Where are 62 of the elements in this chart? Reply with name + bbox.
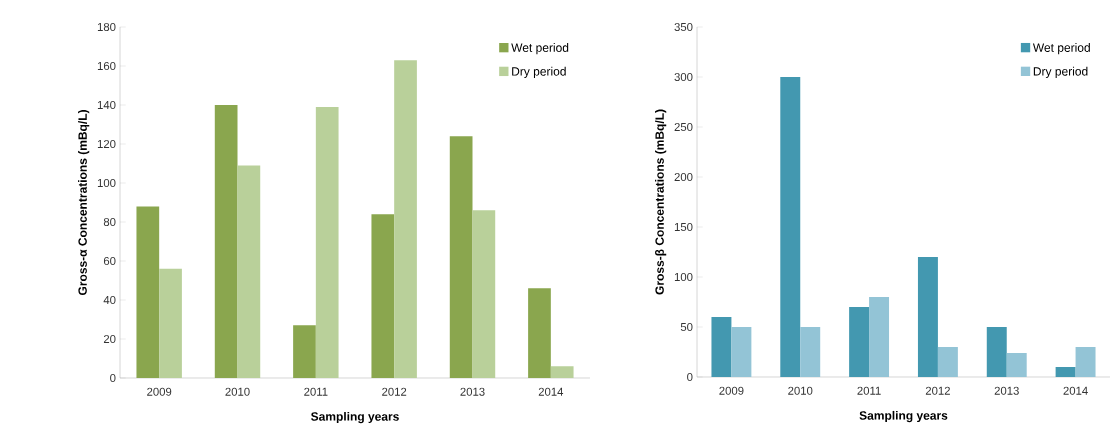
x-axis-title: Sampling years <box>859 410 948 423</box>
bar <box>136 206 160 378</box>
bar <box>937 346 958 377</box>
bar <box>711 316 732 377</box>
y-tick-label: 60 <box>103 256 116 265</box>
y-tick-label: 180 <box>97 22 116 31</box>
bar <box>800 326 821 377</box>
bar <box>1055 366 1076 377</box>
bar <box>1006 352 1027 377</box>
x-tick-label: 2010 <box>788 386 813 395</box>
x-tick-label: 2013 <box>460 387 485 396</box>
y-tick-label: 160 <box>97 61 116 70</box>
bar <box>849 306 870 377</box>
y-tick-label: 120 <box>97 139 116 148</box>
x-axis-title: Sampling years <box>311 411 399 424</box>
bar <box>159 268 182 378</box>
y-tick-label: 140 <box>97 100 116 109</box>
bar <box>550 366 574 378</box>
y-tick-label: 40 <box>103 295 116 304</box>
y-tick-label: 200 <box>674 172 693 181</box>
x-tick-label: 2012 <box>925 386 950 395</box>
x-tick-label: 2013 <box>994 386 1019 395</box>
legend-label: Dry period <box>512 66 566 79</box>
legend-label: Dry period <box>1033 66 1088 78</box>
bar <box>293 325 316 378</box>
x-tick-label: 2014 <box>1063 386 1088 395</box>
y-tick-label: 0 <box>687 372 693 381</box>
bar <box>917 256 938 377</box>
y-tick-label: 350 <box>674 22 693 31</box>
bar <box>986 326 1007 377</box>
bar <box>315 106 339 378</box>
y-tick-label: 100 <box>97 178 116 187</box>
y-tick-label: 100 <box>674 272 693 281</box>
x-tick-label: 2011 <box>304 387 328 396</box>
y-axis-title: Gross-β Concentrations (mBq/L) <box>655 109 667 295</box>
x-tick-label: 2009 <box>719 386 744 395</box>
bar <box>449 136 473 378</box>
bar <box>869 296 890 377</box>
x-tick-label: 2014 <box>538 387 564 396</box>
legend-label: Wet period <box>1032 43 1090 55</box>
bar <box>472 210 496 378</box>
bar <box>394 60 417 378</box>
x-tick-label: 2010 <box>225 387 250 396</box>
y-tick-label: 0 <box>110 373 116 382</box>
bar <box>1075 346 1096 377</box>
y-axis-title: Gross-α Concentrations (mBq/L) <box>78 110 90 296</box>
y-tick-label: 250 <box>674 122 693 131</box>
legend-label: Wet period <box>511 43 569 55</box>
y-tick-label: 150 <box>674 222 693 231</box>
y-tick-label: 80 <box>103 217 116 226</box>
x-tick-label: 2011 <box>857 386 881 395</box>
bar <box>371 214 395 378</box>
bar <box>780 76 801 377</box>
x-tick-label: 2012 <box>382 387 407 396</box>
bar <box>214 104 238 378</box>
y-tick-label: 300 <box>674 72 693 81</box>
y-tick-label: 20 <box>103 334 116 343</box>
bar <box>731 326 752 377</box>
x-tick-label: 2009 <box>147 387 172 396</box>
bar <box>237 165 261 378</box>
bar <box>528 288 551 378</box>
y-tick-label: 50 <box>680 322 693 331</box>
